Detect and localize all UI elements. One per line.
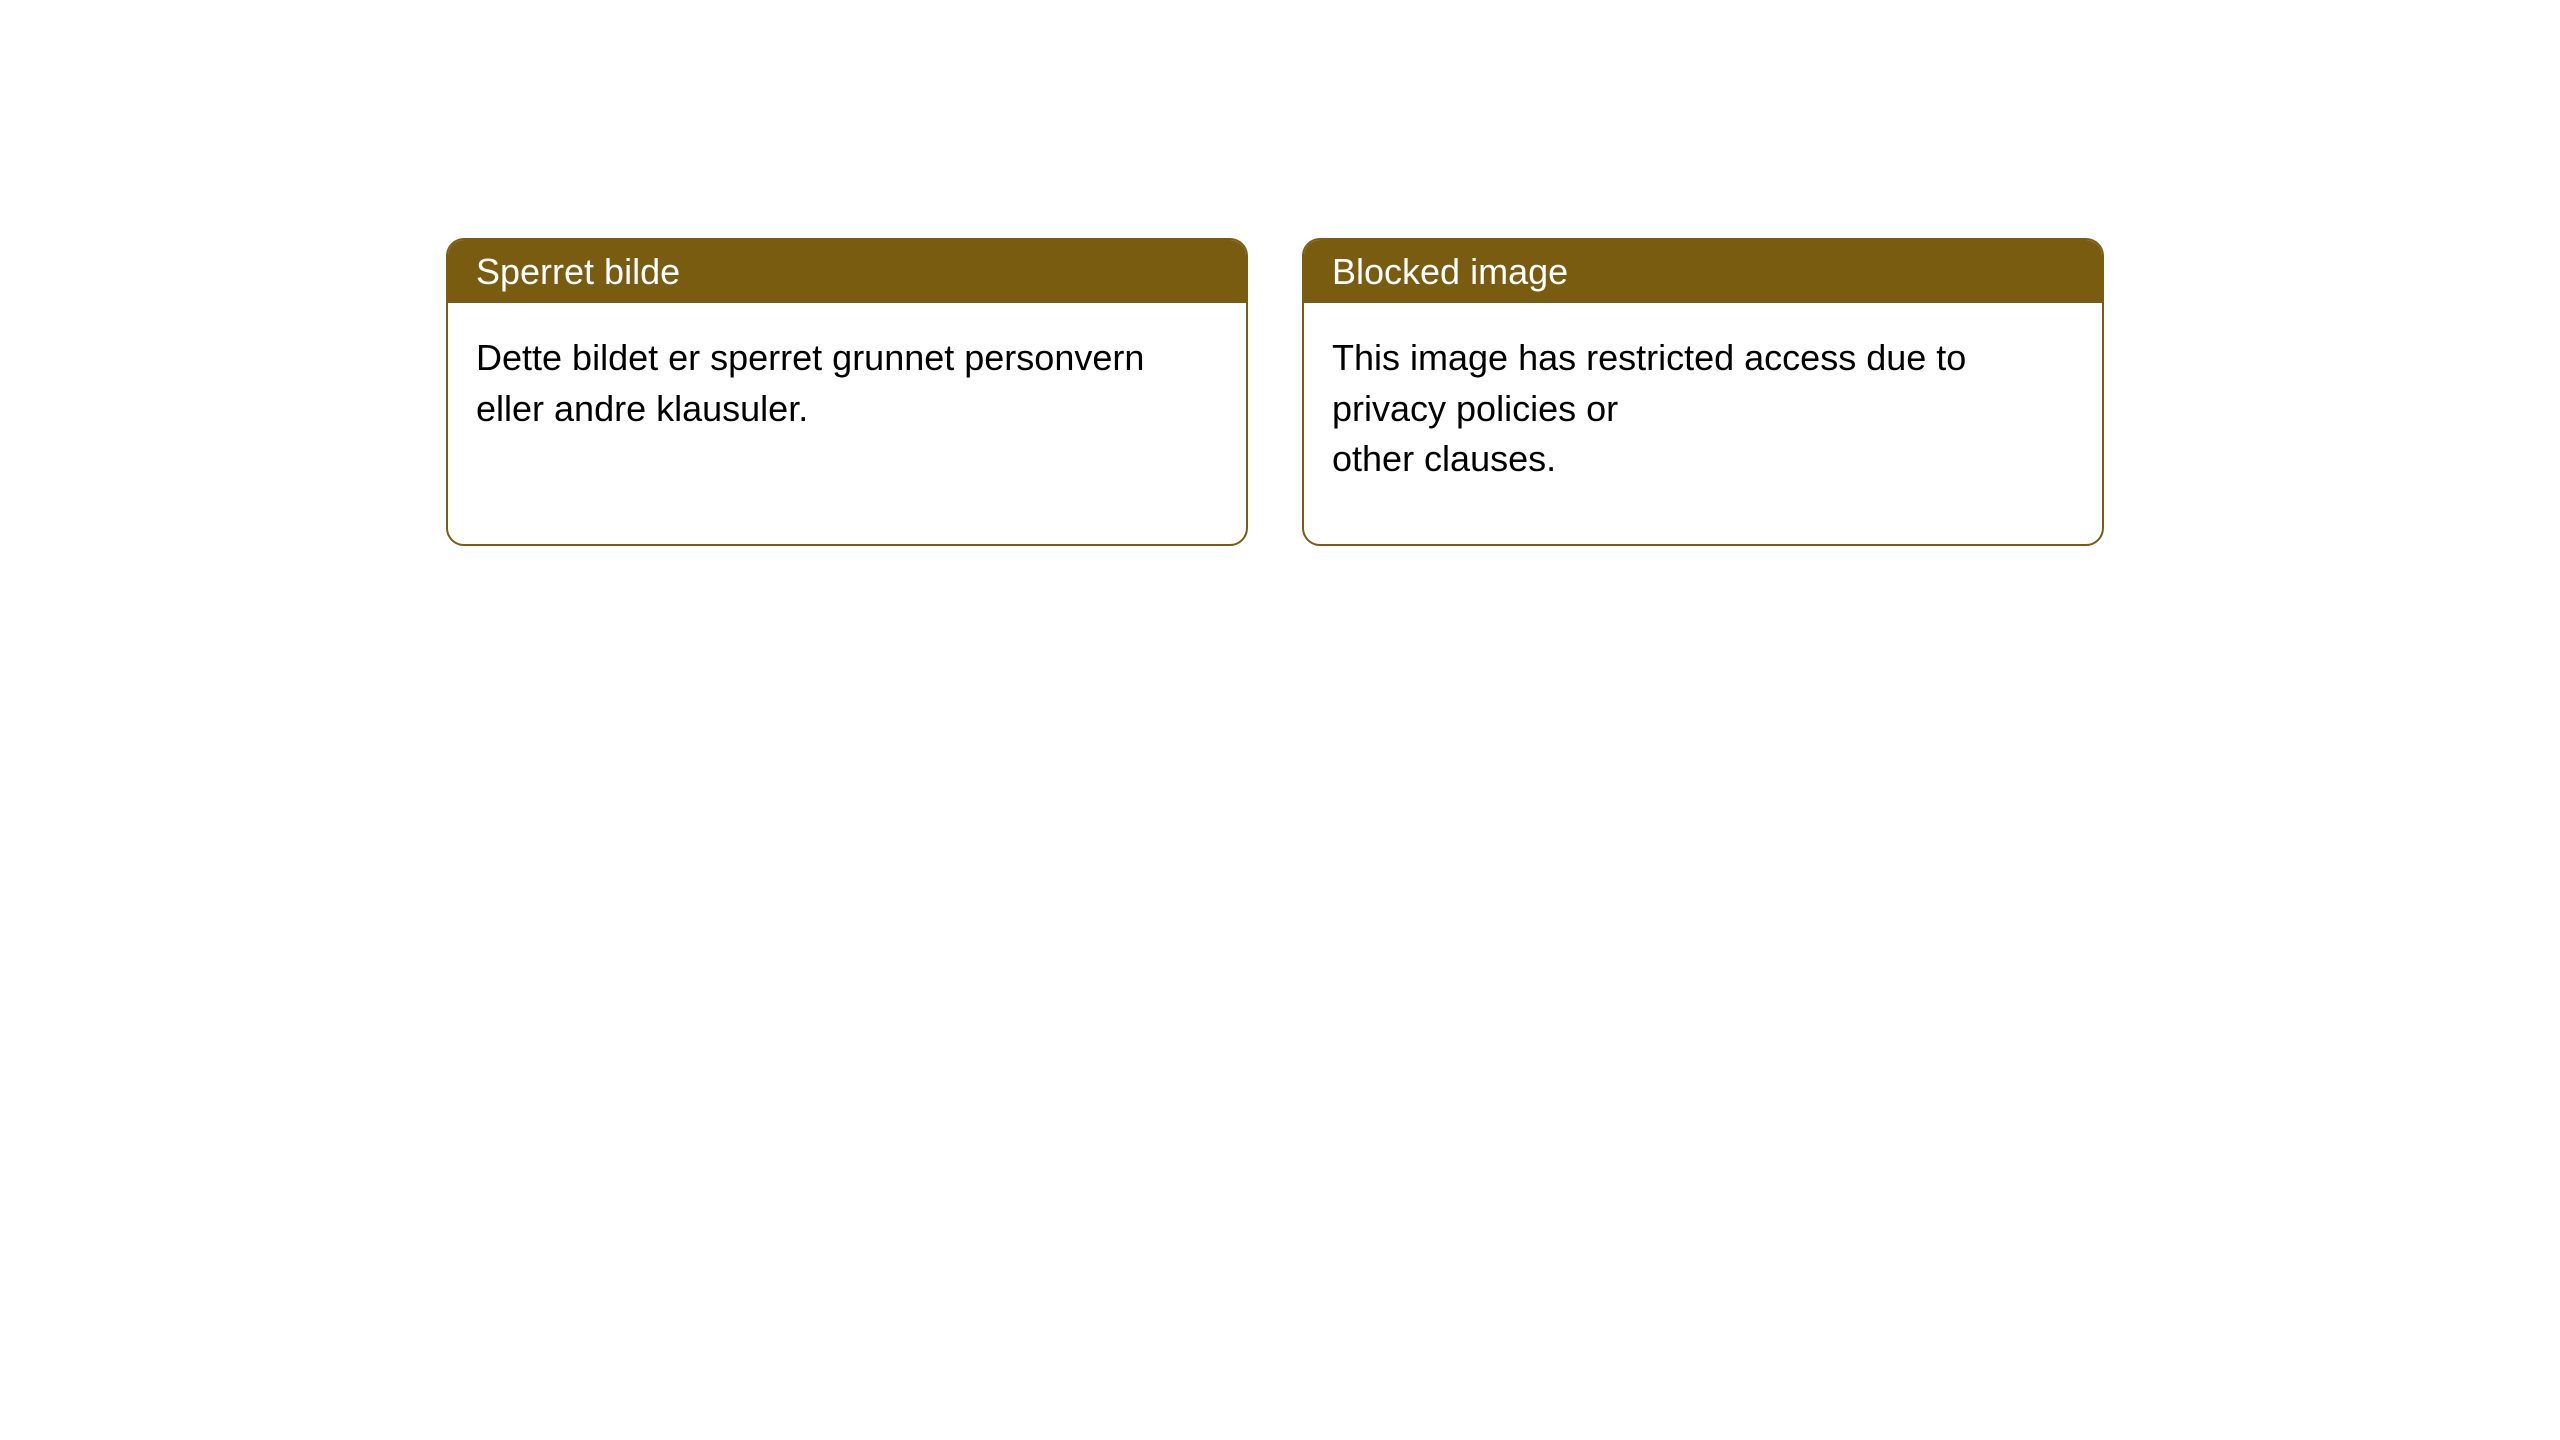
notice-box-no: Sperret bilde Dette bildet er sperret gr… xyxy=(446,238,1248,546)
notice-body-en: This image has restricted access due to … xyxy=(1304,303,2102,544)
notice-container: Sperret bilde Dette bildet er sperret gr… xyxy=(0,0,2560,546)
notice-body-no: Dette bildet er sperret grunnet personve… xyxy=(448,303,1246,533)
notice-header-no: Sperret bilde xyxy=(448,240,1246,303)
notice-header-en: Blocked image xyxy=(1304,240,2102,303)
notice-box-en: Blocked image This image has restricted … xyxy=(1302,238,2104,546)
